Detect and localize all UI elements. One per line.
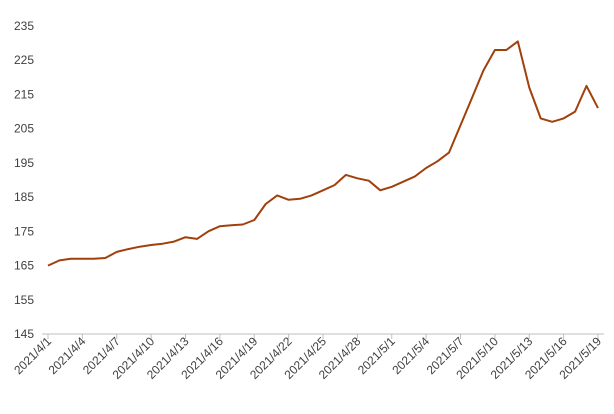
y-tick-label: 215 xyxy=(14,87,34,101)
y-tick-label: 235 xyxy=(14,19,34,33)
y-tick-label: 155 xyxy=(14,293,34,307)
y-tick-label: 175 xyxy=(14,224,34,238)
y-tick-label: 195 xyxy=(14,156,34,170)
y-tick-label: 225 xyxy=(14,53,34,67)
y-tick-label: 165 xyxy=(14,259,34,273)
y-tick-label: 145 xyxy=(14,327,34,341)
y-tick-label: 205 xyxy=(14,122,34,136)
y-tick-label: 185 xyxy=(14,190,34,204)
line-series xyxy=(47,40,599,267)
